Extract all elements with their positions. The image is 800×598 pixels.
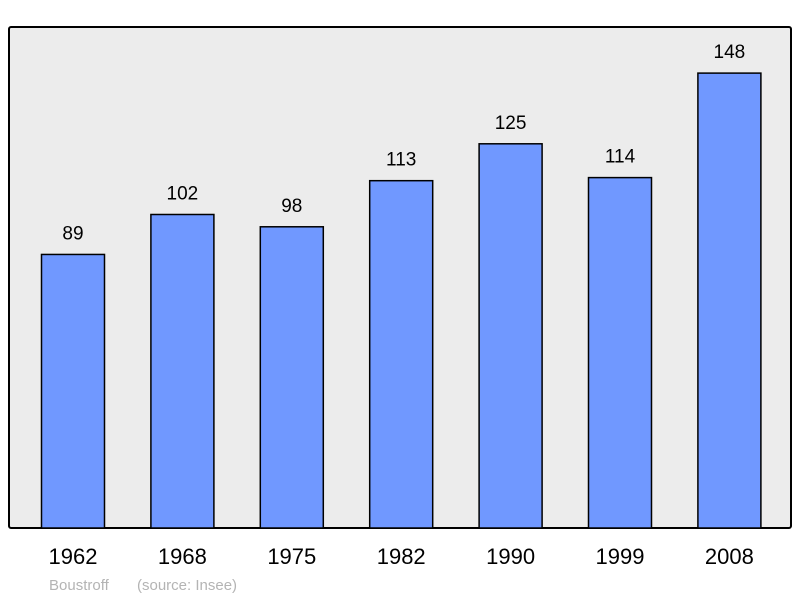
bar-1990 [478, 143, 543, 529]
footer-author: Boustroff [49, 577, 110, 594]
x-tick-label-1975: 1975 [267, 544, 316, 569]
bar-1968 [150, 213, 215, 529]
x-tick-label-2008: 2008 [705, 544, 754, 569]
x-tick-label-1968: 1968 [158, 544, 207, 569]
bar-1962 [40, 253, 106, 529]
data-label-1962: 89 [62, 223, 83, 244]
data-label-1975: 98 [281, 196, 302, 217]
x-tick-label-1962: 1962 [49, 544, 98, 569]
footer-source: (source: Insee) [137, 577, 237, 594]
bar-1975 [259, 226, 325, 529]
bar-1982 [368, 179, 434, 529]
data-label-1999: 114 [605, 147, 636, 168]
data-label-1982: 113 [386, 150, 416, 171]
data-label-1968: 102 [167, 183, 199, 204]
x-tick-label-1982: 1982 [377, 544, 426, 569]
x-tick-label-1999: 1999 [596, 544, 645, 569]
x-tick-label-1990: 1990 [486, 544, 535, 569]
data-label-2008: 148 [714, 42, 746, 63]
bar-1999 [587, 176, 653, 529]
data-label-1990: 125 [495, 113, 527, 134]
bar-2008 [697, 72, 762, 529]
